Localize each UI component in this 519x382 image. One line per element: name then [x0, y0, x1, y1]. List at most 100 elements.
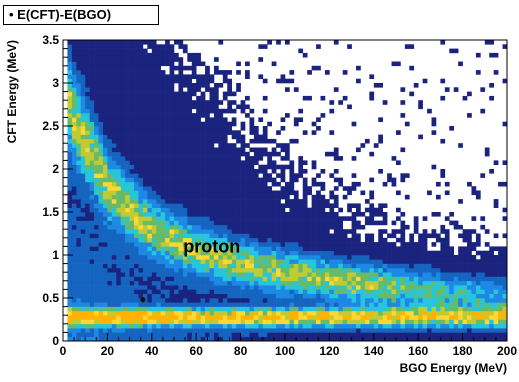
heatmap-cell — [431, 315, 437, 320]
heatmap-cell — [169, 186, 175, 191]
heatmap-cell — [147, 138, 153, 144]
heatmap-cell — [182, 83, 188, 88]
heatmap-cell — [107, 259, 113, 264]
heatmap-cell — [396, 285, 401, 290]
heatmap-cell — [240, 233, 246, 239]
heatmap-cell — [351, 315, 357, 320]
heatmap-cell — [444, 181, 450, 187]
heatmap-cell — [80, 336, 86, 342]
heatmap-cell — [80, 207, 86, 213]
heatmap-cell — [329, 151, 335, 157]
heatmap-cell — [347, 332, 352, 337]
heatmap-cell — [475, 233, 481, 239]
heatmap-cell — [280, 315, 286, 320]
heatmap-cell — [116, 151, 122, 157]
heatmap-cell — [213, 246, 219, 251]
heatmap-cell — [71, 186, 77, 191]
heatmap-cell — [262, 267, 268, 273]
heatmap-cell — [116, 57, 122, 62]
heatmap-cell — [320, 259, 326, 264]
heatmap-cell — [222, 289, 228, 294]
heatmap-cell — [271, 229, 277, 234]
heatmap-cell — [205, 143, 210, 148]
heatmap-cell — [400, 259, 406, 264]
heatmap-cell — [138, 186, 144, 191]
heatmap-cell — [382, 255, 388, 260]
heatmap-cell — [165, 289, 170, 294]
heatmap-cell — [333, 315, 339, 320]
heatmap-cell — [116, 332, 122, 337]
heatmap-cell — [209, 255, 215, 260]
heatmap-cell — [462, 267, 468, 273]
heatmap-cell — [253, 328, 259, 333]
heatmap-cell — [289, 328, 295, 333]
heatmap-cell — [213, 259, 219, 264]
heatmap-cell — [369, 272, 375, 277]
heatmap-cell — [213, 177, 219, 183]
heatmap-cell — [151, 255, 157, 260]
heatmap-cell — [138, 113, 144, 118]
heatmap-cell — [147, 74, 153, 79]
heatmap-cell — [200, 319, 206, 325]
heatmap-cell — [422, 267, 428, 273]
heatmap-cell — [107, 216, 113, 221]
heatmap-cell — [116, 121, 122, 127]
heatmap-cell — [165, 233, 170, 239]
heatmap-cell — [435, 323, 441, 329]
heatmap-cell — [147, 293, 153, 299]
heatmap-cell — [396, 263, 401, 269]
heatmap-cell — [209, 126, 215, 131]
heatmap-cell — [293, 224, 299, 230]
heatmap-cell — [276, 298, 281, 303]
heatmap-cell — [151, 130, 157, 135]
heatmap-cell — [293, 121, 299, 127]
heatmap-cell — [107, 126, 113, 131]
heatmap-cell — [249, 207, 255, 213]
heatmap-cell — [364, 207, 370, 213]
heatmap-cell — [435, 332, 441, 337]
heatmap-cell — [80, 190, 86, 196]
heatmap-cell — [85, 263, 90, 269]
heatmap-cell — [138, 289, 144, 294]
heatmap-cell — [360, 255, 366, 260]
heatmap-cell — [449, 250, 455, 256]
heatmap-cell — [120, 285, 126, 290]
heatmap-cell — [231, 242, 237, 247]
heatmap-cell — [71, 302, 77, 307]
heatmap-cell — [111, 104, 117, 110]
heatmap-cell — [262, 207, 268, 213]
heatmap-cell — [382, 246, 388, 251]
heatmap-cell — [147, 108, 153, 114]
heatmap-cell — [231, 224, 237, 230]
heatmap-cell — [71, 160, 77, 165]
heatmap-cell — [165, 121, 170, 127]
heatmap-cell — [120, 78, 126, 84]
heatmap-cell — [182, 272, 188, 277]
heatmap-cell — [253, 319, 259, 325]
heatmap-cell — [245, 237, 250, 243]
heatmap-cell — [271, 233, 277, 239]
heatmap-cell — [222, 220, 228, 226]
heatmap-cell — [316, 310, 321, 316]
heatmap-cell — [85, 147, 90, 153]
heatmap-cell — [89, 289, 95, 294]
heatmap-cell — [373, 328, 379, 333]
heatmap-cell — [276, 306, 281, 312]
heatmap-cell — [89, 74, 95, 79]
heatmap-cell — [276, 293, 281, 299]
heatmap-cell — [276, 233, 281, 239]
heatmap-cell — [471, 259, 477, 264]
heatmap-cell — [116, 272, 122, 277]
heatmap-cell — [276, 181, 281, 187]
heatmap-cell — [98, 173, 104, 178]
heatmap-cell — [258, 138, 264, 144]
heatmap-cell — [249, 272, 255, 277]
x-tick-label: 120 — [319, 344, 339, 358]
heatmap-cell — [94, 134, 99, 140]
heatmap-cell — [324, 259, 330, 264]
heatmap-cell — [67, 267, 73, 273]
heatmap-cell — [111, 285, 117, 290]
heatmap-cell — [200, 134, 206, 140]
heatmap-cell — [94, 70, 99, 75]
heatmap-cell — [262, 199, 268, 204]
